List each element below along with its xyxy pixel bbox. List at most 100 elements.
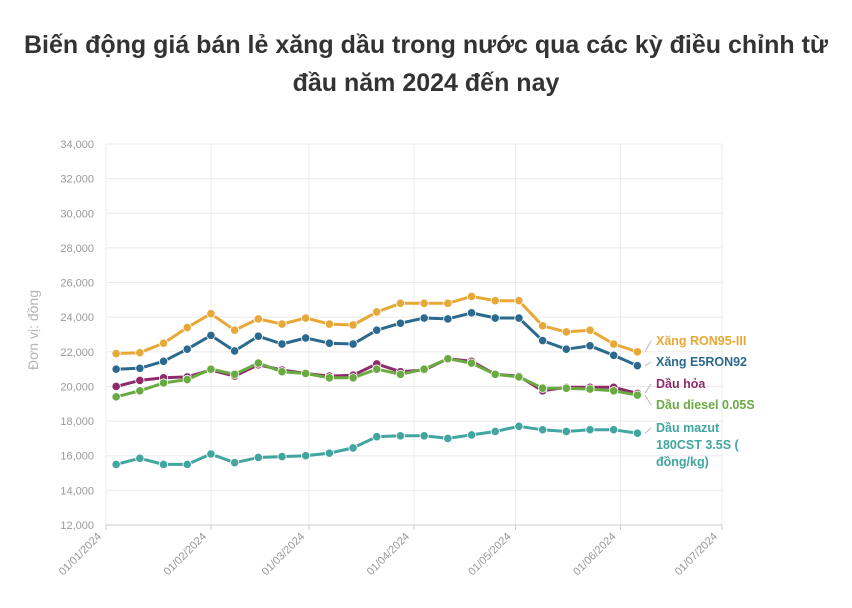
data-point[interactable] bbox=[230, 458, 240, 468]
data-point[interactable] bbox=[632, 347, 642, 357]
data-point[interactable] bbox=[443, 298, 453, 308]
data-point[interactable] bbox=[585, 325, 595, 335]
data-point[interactable] bbox=[182, 374, 192, 385]
data-point[interactable] bbox=[538, 383, 548, 393]
data-point[interactable] bbox=[135, 363, 145, 373]
data-point[interactable] bbox=[490, 313, 500, 323]
data-point[interactable] bbox=[182, 459, 192, 469]
data-point[interactable] bbox=[466, 430, 477, 440]
data-point[interactable] bbox=[301, 368, 311, 379]
data-point[interactable] bbox=[609, 350, 619, 360]
data-point[interactable] bbox=[301, 333, 311, 343]
data-point[interactable] bbox=[182, 344, 192, 354]
data-point[interactable] bbox=[419, 313, 429, 323]
data-point[interactable] bbox=[277, 319, 287, 329]
data-point[interactable] bbox=[348, 320, 358, 330]
data-point[interactable] bbox=[609, 339, 619, 349]
data-point[interactable] bbox=[253, 452, 263, 463]
data-point[interactable] bbox=[158, 338, 169, 348]
data-point[interactable] bbox=[561, 426, 571, 437]
data-point[interactable] bbox=[135, 386, 145, 396]
data-point[interactable] bbox=[277, 451, 287, 462]
data-point[interactable] bbox=[561, 344, 571, 354]
data-point[interactable] bbox=[609, 425, 619, 435]
x-tick-label: 01/06/2024 bbox=[571, 531, 618, 578]
data-point[interactable] bbox=[348, 339, 358, 349]
data-point[interactable] bbox=[111, 381, 121, 392]
data-point[interactable] bbox=[395, 318, 406, 328]
data-point[interactable] bbox=[443, 354, 453, 364]
data-point[interactable] bbox=[490, 426, 500, 437]
data-point[interactable] bbox=[135, 348, 145, 358]
data-point[interactable] bbox=[632, 390, 642, 400]
data-point[interactable] bbox=[419, 364, 429, 374]
data-point[interactable] bbox=[253, 314, 263, 324]
data-point[interactable] bbox=[419, 298, 429, 308]
data-point[interactable] bbox=[111, 364, 121, 374]
data-point[interactable] bbox=[395, 369, 406, 379]
data-point[interactable] bbox=[230, 346, 240, 356]
data-point[interactable] bbox=[372, 364, 382, 374]
data-point[interactable] bbox=[158, 356, 169, 366]
data-point[interactable] bbox=[253, 331, 263, 341]
data-point[interactable] bbox=[632, 428, 642, 438]
y-tick-label: 32,000 bbox=[60, 174, 94, 186]
data-point[interactable] bbox=[206, 449, 216, 459]
data-point[interactable] bbox=[324, 338, 334, 348]
data-point[interactable] bbox=[514, 313, 524, 323]
data-point[interactable] bbox=[419, 431, 429, 441]
data-point[interactable] bbox=[561, 327, 571, 337]
y-tick-label: 28,000 bbox=[60, 243, 94, 255]
data-point[interactable] bbox=[135, 375, 145, 385]
data-point[interactable] bbox=[324, 319, 334, 329]
data-point[interactable] bbox=[395, 431, 406, 441]
data-point[interactable] bbox=[490, 369, 500, 379]
data-point[interactable] bbox=[443, 433, 453, 444]
data-point[interactable] bbox=[490, 296, 500, 306]
data-point[interactable] bbox=[182, 322, 192, 333]
data-point[interactable] bbox=[372, 325, 382, 335]
data-point[interactable] bbox=[277, 339, 287, 349]
data-point[interactable] bbox=[206, 309, 216, 319]
data-point[interactable] bbox=[206, 364, 216, 374]
data-point[interactable] bbox=[585, 425, 595, 435]
data-point[interactable] bbox=[111, 348, 121, 359]
data-point[interactable] bbox=[538, 425, 548, 435]
data-point[interactable] bbox=[372, 307, 382, 317]
data-point[interactable] bbox=[135, 453, 145, 463]
data-point[interactable] bbox=[514, 372, 524, 382]
data-point[interactable] bbox=[585, 384, 595, 394]
data-point[interactable] bbox=[585, 341, 595, 351]
data-point[interactable] bbox=[324, 448, 334, 458]
data-point[interactable] bbox=[111, 392, 121, 402]
data-point[interactable] bbox=[253, 358, 263, 368]
data-point[interactable] bbox=[466, 291, 477, 301]
data-point[interactable] bbox=[538, 321, 548, 331]
y-tick-label: 34,000 bbox=[60, 139, 94, 151]
data-point[interactable] bbox=[466, 358, 477, 368]
series-3 bbox=[111, 354, 642, 402]
data-point[interactable] bbox=[301, 313, 311, 323]
data-point[interactable] bbox=[466, 308, 477, 318]
data-point[interactable] bbox=[158, 459, 169, 469]
data-point[interactable] bbox=[301, 451, 311, 461]
data-point[interactable] bbox=[632, 361, 642, 371]
data-point[interactable] bbox=[206, 330, 216, 340]
data-point[interactable] bbox=[514, 421, 524, 431]
data-point[interactable] bbox=[158, 378, 169, 388]
data-point[interactable] bbox=[230, 325, 240, 335]
data-point[interactable] bbox=[348, 373, 358, 383]
data-point[interactable] bbox=[609, 386, 619, 396]
data-point[interactable] bbox=[324, 373, 334, 383]
data-point[interactable] bbox=[230, 369, 240, 379]
data-point[interactable] bbox=[277, 367, 287, 377]
data-point[interactable] bbox=[561, 383, 571, 393]
data-point[interactable] bbox=[514, 296, 524, 306]
data-point[interactable] bbox=[443, 314, 453, 324]
data-point[interactable] bbox=[538, 335, 548, 346]
data-point[interactable] bbox=[372, 432, 382, 442]
data-point[interactable] bbox=[395, 298, 406, 308]
data-point[interactable] bbox=[111, 459, 121, 469]
y-tick-label: 20,000 bbox=[60, 381, 94, 393]
data-point[interactable] bbox=[348, 443, 358, 453]
